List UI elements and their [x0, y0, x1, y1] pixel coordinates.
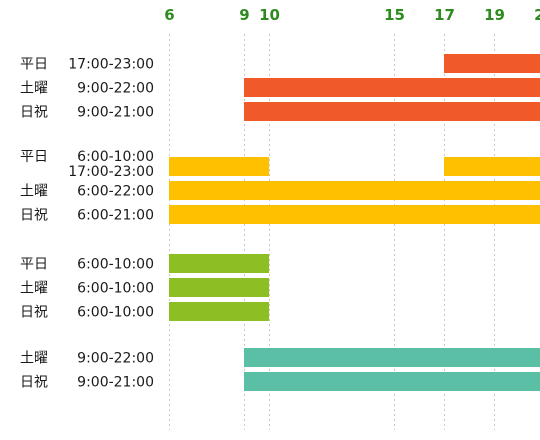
- bar-平日-6-10: [169, 254, 269, 273]
- row-time-label: 17:00-23:00: [68, 164, 154, 180]
- bar-日祝-6-10: [169, 302, 269, 321]
- x-tick-label: 10: [259, 6, 280, 24]
- row-time-label: 6:00-10:00: [77, 281, 154, 297]
- row-time-label: 6:00-21:00: [77, 208, 154, 224]
- row-day-label: 平日: [20, 149, 48, 165]
- bar-土曜-6-10: [169, 278, 269, 297]
- bar-日祝-9-21: [244, 102, 540, 121]
- row-day-label: 日祝: [20, 208, 48, 224]
- row-day-label: 日祝: [20, 375, 48, 391]
- bar-土曜-9-22: [244, 348, 540, 367]
- row-time-label: 6:00-10:00: [77, 305, 154, 321]
- bar-layer: [169, 54, 540, 391]
- x-tick-label: 19: [484, 6, 505, 24]
- x-tick-label: 9: [239, 6, 249, 24]
- x-tick-label: 17: [434, 6, 455, 24]
- x-tick-label: 15: [384, 6, 405, 24]
- row-day-label: 日祝: [20, 105, 48, 121]
- row-day-label: 土曜: [20, 81, 48, 97]
- row-day-label: 平日: [20, 257, 48, 273]
- x-axis-ticks: 6910151719212223: [164, 6, 540, 24]
- row-day-label: 土曜: [20, 184, 48, 200]
- bar-土曜-6-22: [169, 181, 540, 200]
- x-tick-label: 6: [164, 6, 174, 24]
- row-time-label: 6:00-10:00: [77, 257, 154, 273]
- row-time-label: 9:00-21:00: [77, 375, 154, 391]
- row-day-label: 土曜: [20, 351, 48, 367]
- row-time-label: 9:00-22:00: [77, 351, 154, 367]
- row-time-label: 17:00-23:00: [68, 57, 154, 73]
- bar-土曜-9-22: [244, 78, 540, 97]
- bar-平日-6-10: [169, 157, 269, 176]
- bar-日祝-6-21: [169, 205, 540, 224]
- bar-平日-17-23: [444, 157, 540, 176]
- x-tick-label: 21: [534, 6, 540, 24]
- row-day-label: 平日: [20, 57, 48, 73]
- row-time-label: 9:00-21:00: [77, 105, 154, 121]
- row-day-label: 土曜: [20, 281, 48, 297]
- row-time-label: 6:00-22:00: [77, 184, 154, 200]
- row-day-label: 日祝: [20, 305, 48, 321]
- bar-日祝-9-21: [244, 372, 540, 391]
- row-time-label: 6:00-10:00: [77, 149, 154, 165]
- bar-平日-17-23: [444, 54, 540, 73]
- row-label-layer: 平日 17:00-23:00 土曜 9:00-22:00 日祝 9:00-21:00 平日 6…: [20, 57, 154, 391]
- row-time-label: 9:00-22:00: [77, 81, 154, 97]
